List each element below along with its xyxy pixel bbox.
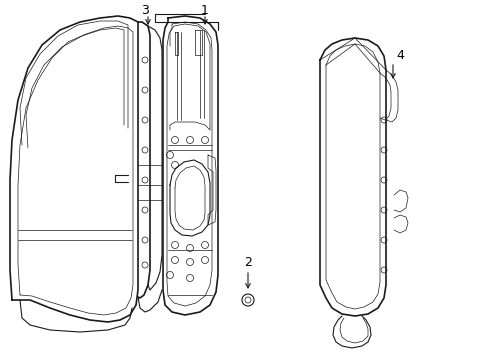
- Text: 2: 2: [244, 256, 252, 269]
- Text: 3: 3: [141, 4, 149, 17]
- Text: 4: 4: [396, 49, 404, 62]
- Text: 1: 1: [201, 4, 209, 17]
